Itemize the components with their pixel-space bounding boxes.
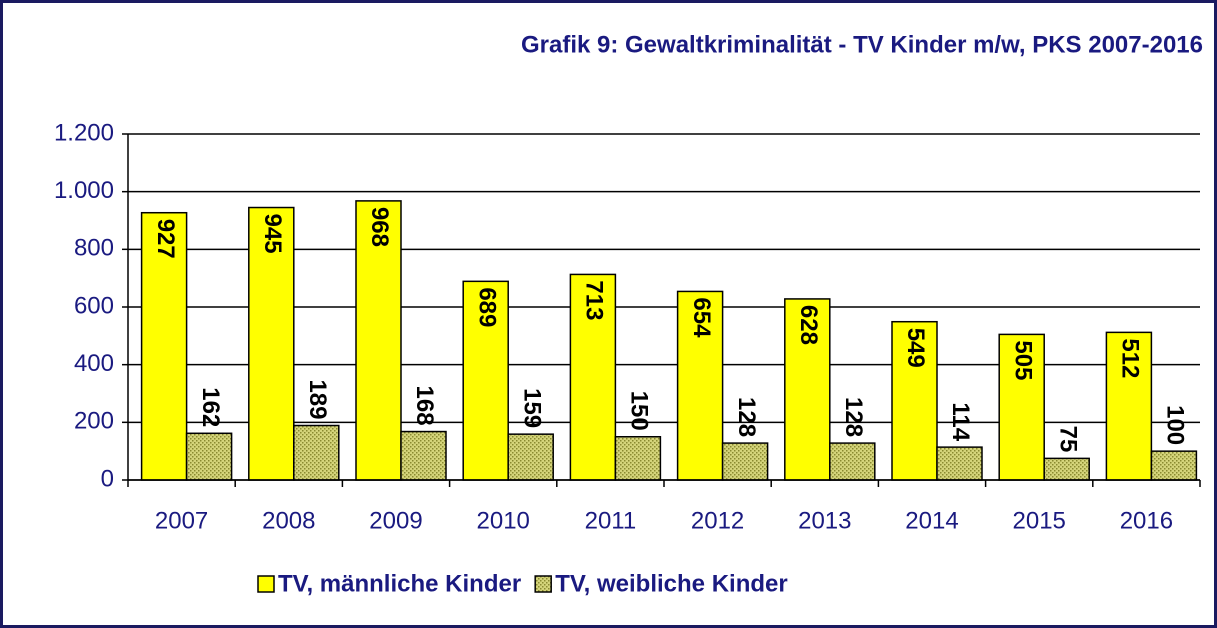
- data-label: 505: [1009, 340, 1036, 380]
- legend-label: TV, männliche Kinder: [278, 570, 521, 597]
- legend-swatch: [534, 575, 552, 593]
- bar: [829, 442, 876, 481]
- data-label: 189: [304, 379, 331, 419]
- bar: [355, 200, 402, 481]
- data-label: 168: [411, 386, 438, 426]
- bar: [936, 446, 983, 481]
- legend-label: TV, weibliche Kinder: [555, 570, 788, 597]
- x-tick-label: 2016: [1120, 507, 1173, 534]
- data-label: 75: [1054, 426, 1081, 453]
- chart-title: Grafik 9: Gewaltkriminalität - TV Kinder…: [521, 31, 1203, 58]
- data-label: 549: [902, 328, 929, 368]
- bar: [1150, 450, 1198, 481]
- legend-swatch: [257, 575, 275, 593]
- bar: [998, 333, 1045, 481]
- bar: [569, 273, 617, 481]
- bar: [293, 424, 340, 481]
- bar: [614, 436, 662, 481]
- bar: [185, 432, 233, 481]
- data-label: 159: [518, 388, 545, 428]
- data-label: 114: [947, 402, 974, 441]
- x-tick-label: 2009: [369, 507, 422, 534]
- y-tick-label: 800: [74, 235, 114, 262]
- data-label: 512: [1117, 338, 1144, 378]
- data-label: 945: [259, 214, 286, 254]
- y-tick-label: 400: [74, 350, 114, 377]
- x-tick-label: 2013: [798, 507, 851, 534]
- data-label: 628: [795, 305, 822, 345]
- data-label: 927: [152, 219, 179, 259]
- y-tick-label: 0: [101, 465, 114, 492]
- data-label: 150: [626, 391, 653, 431]
- x-tick-label: 2011: [585, 507, 637, 534]
- data-label: 713: [581, 280, 608, 320]
- data-label: 968: [366, 207, 393, 247]
- data-label: 100: [1162, 405, 1189, 445]
- x-tick-label: 2015: [1013, 507, 1066, 534]
- x-tick-label: 2007: [155, 507, 208, 534]
- bar: [140, 211, 188, 481]
- data-label: 128: [733, 397, 760, 437]
- y-tick-label: 200: [74, 408, 114, 435]
- bar: [784, 298, 831, 481]
- bar: [1043, 457, 1090, 481]
- data-label: 654: [688, 297, 715, 338]
- bar: [462, 280, 509, 481]
- bar: [1105, 331, 1153, 481]
- data-label: 128: [840, 397, 867, 437]
- x-tick-label: 2014: [905, 507, 958, 534]
- y-tick-label: 600: [74, 292, 114, 319]
- x-tick-label: 2012: [691, 507, 744, 534]
- x-tick-label: 2008: [262, 507, 315, 534]
- data-label: 689: [473, 287, 500, 327]
- y-tick-label: 1.000: [54, 177, 114, 204]
- bar: [721, 442, 769, 481]
- x-tick-label: 2010: [477, 507, 530, 534]
- y-tick-label: 1.200: [54, 119, 114, 146]
- bar: [400, 430, 447, 481]
- data-label: 162: [197, 387, 224, 427]
- bar: [507, 433, 554, 481]
